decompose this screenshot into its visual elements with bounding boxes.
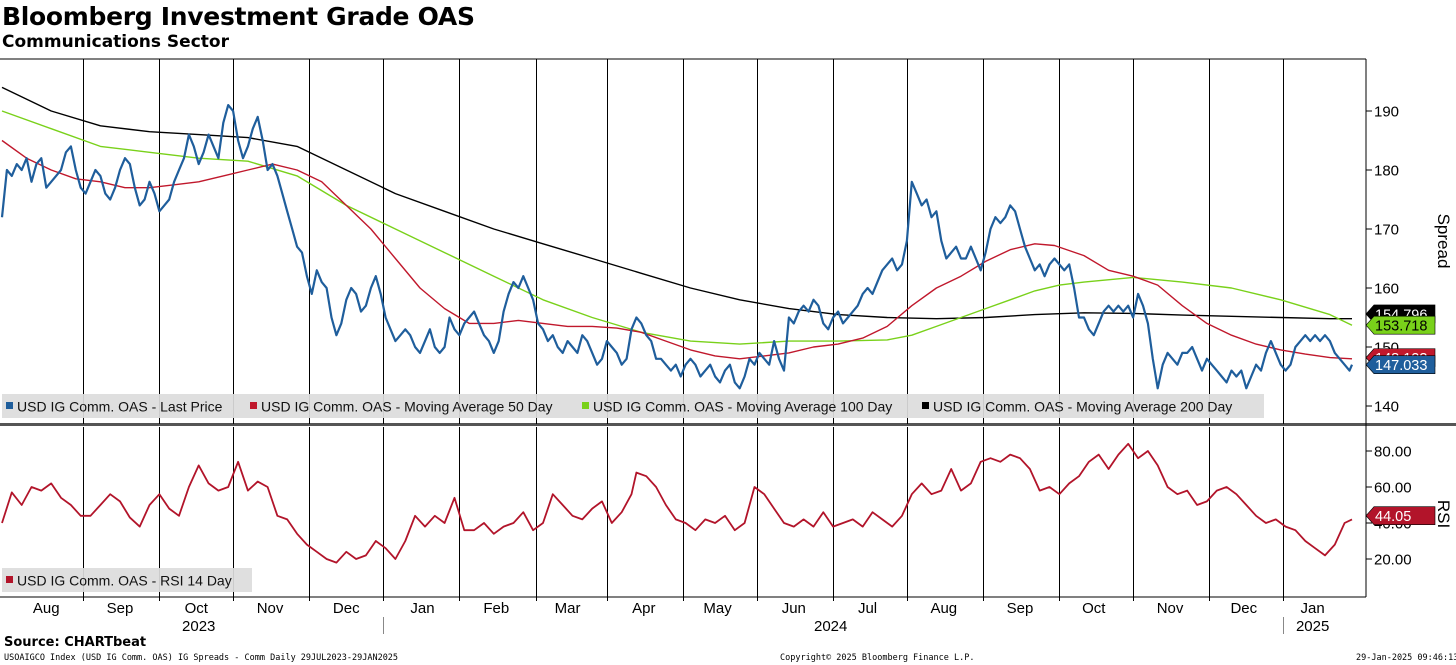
x-month-label: Jan: [410, 600, 434, 617]
price-y-tick-label: 180: [1374, 163, 1399, 180]
ma100-last-value-tag-text: 153.718: [1375, 319, 1427, 335]
price-y-tick-label: 140: [1374, 399, 1399, 416]
rsi-axis-title: RSI: [1434, 500, 1453, 528]
price-legend-swatch: [582, 402, 589, 409]
source-label: Source: CHARTbeat: [4, 635, 147, 650]
last-price-line: [0, 103, 1354, 390]
x-month-label: Oct: [1082, 600, 1106, 617]
rsi-y-tick-label: 60.00: [1374, 480, 1412, 497]
x-month-label: Sep: [107, 600, 134, 617]
last-price-value-tag-text: 147.033: [1375, 358, 1427, 374]
timestamp: 29-Jan-2025 09:46:13: [1356, 653, 1456, 663]
x-month-label: Oct: [185, 600, 209, 617]
price-legend-label: USD IG Comm. OAS - Moving Average 100 Da…: [593, 399, 892, 415]
x-axis-years: 2023 2024 2025: [182, 617, 1329, 635]
x-month-label: Mar: [555, 600, 581, 617]
x-month-label: Feb: [483, 600, 509, 617]
x-month-label: Jan: [1301, 600, 1325, 617]
x-month-label: Aug: [33, 600, 60, 617]
last-price-value-tag: 147.033: [1365, 355, 1436, 375]
rsi-legend-swatch: [6, 576, 13, 583]
x-month-label: Dec: [1230, 600, 1257, 617]
x-month-label: Jul: [858, 600, 877, 617]
x-month-label: Dec: [333, 600, 360, 617]
chart-title: Bloomberg Investment Grade OAS: [2, 2, 475, 31]
price-legend-swatch: [6, 402, 13, 409]
rsi-legend-label: USD IG Comm. OAS - RSI 14 Day: [17, 573, 232, 589]
x-month-label: Apr: [632, 600, 655, 617]
price-legend-swatch: [922, 402, 929, 409]
ma100-last-value-tag-bg: [1365, 315, 1436, 335]
rsi-last-value-tag-bg: [1365, 506, 1436, 526]
chart-subtitle: Communications Sector: [2, 32, 229, 52]
copyright: Copyright© 2025 Bloomberg Finance L.P.: [780, 653, 975, 663]
x-month-label: Jun: [782, 600, 806, 617]
rsi-y-tick-label: 20.00: [1374, 552, 1412, 569]
x-year-label: 2023: [182, 618, 215, 635]
price-axis-title: Spread: [1434, 214, 1453, 269]
x-month-label: Nov: [1157, 600, 1184, 617]
x-month-label: Nov: [257, 600, 284, 617]
price-legend: USD IG Comm. OAS - Last Price USD IG Comm…: [2, 394, 1264, 418]
price-legend-label: USD IG Comm. OAS - Last Price: [17, 399, 223, 415]
price-legend-swatch: [250, 402, 257, 409]
ma200-line: [1, 86, 1352, 320]
ma50-line: [1, 139, 1353, 360]
price-y-tick-label: 160: [1374, 281, 1399, 298]
price-legend-label: USD IG Comm. OAS - Moving Average 50 Day: [261, 399, 553, 415]
rsi-last-value-tag: 44.05: [1365, 506, 1436, 526]
rsi-line: [1, 442, 1353, 564]
price-y-tick-label: 170: [1374, 222, 1399, 239]
x-axis-months: Aug Sep Oct Nov Dec Jan Feb Mar Apr May Jun Jul Aug S…: [33, 597, 1325, 617]
price-legend-label: USD IG Comm. OAS - Moving Average 200 Da…: [933, 399, 1232, 415]
last-price-value-tag-bg: [1365, 355, 1436, 375]
rsi-last-value-tag-text: 44.05: [1375, 509, 1411, 525]
x-month-label: Sep: [1007, 600, 1034, 617]
rsi-legend: USD IG Comm. OAS - RSI 14 Day: [2, 568, 252, 592]
ticker-line: USOAIGCO Index (USD IG Comm. OAS) IG Spr…: [4, 653, 399, 663]
x-year-label: 2025: [1296, 618, 1329, 635]
rsi-y-tick-label: 80.00: [1374, 444, 1412, 461]
ma100-last-value-tag: 153.718: [1365, 315, 1436, 335]
x-month-label: May: [703, 600, 732, 617]
rsi-legend-bg: [2, 568, 252, 592]
price-legend-bg: [2, 394, 1264, 418]
x-year-label: 2024: [814, 618, 847, 635]
x-month-label: Aug: [930, 600, 957, 617]
price-y-tick-label: 190: [1374, 104, 1399, 121]
